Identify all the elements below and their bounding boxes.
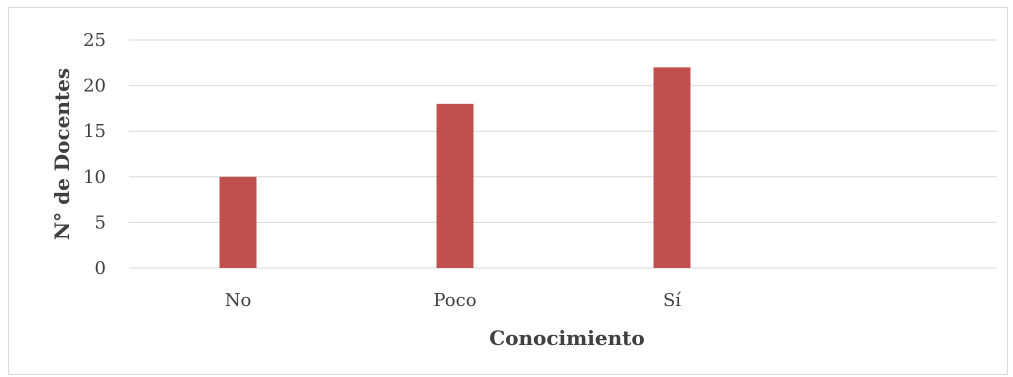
bar-poco bbox=[436, 103, 474, 268]
y-tick-label: 0 bbox=[95, 258, 106, 279]
y-axis-title: N° de Docentes bbox=[50, 68, 74, 240]
bar-no bbox=[219, 176, 257, 268]
x-tick-label: Sí bbox=[663, 290, 681, 311]
x-axis-title: Conocimiento bbox=[489, 326, 645, 350]
x-tick-label: No bbox=[225, 290, 252, 311]
y-tick-label: 5 bbox=[95, 212, 106, 233]
y-tick-label: 25 bbox=[83, 30, 106, 51]
bars bbox=[219, 67, 691, 268]
gridlines bbox=[129, 39, 997, 269]
bar-sí bbox=[653, 67, 691, 268]
y-tick-labels: 0 5 10 15 20 25 bbox=[83, 30, 106, 279]
chart-frame bbox=[8, 7, 1008, 375]
y-tick-label: 15 bbox=[83, 121, 106, 142]
y-tick-label: 20 bbox=[83, 76, 106, 97]
x-tick-label: Poco bbox=[433, 290, 476, 311]
y-tick-label: 10 bbox=[83, 167, 106, 188]
x-tick-labels: No Poco Sí bbox=[225, 290, 682, 311]
